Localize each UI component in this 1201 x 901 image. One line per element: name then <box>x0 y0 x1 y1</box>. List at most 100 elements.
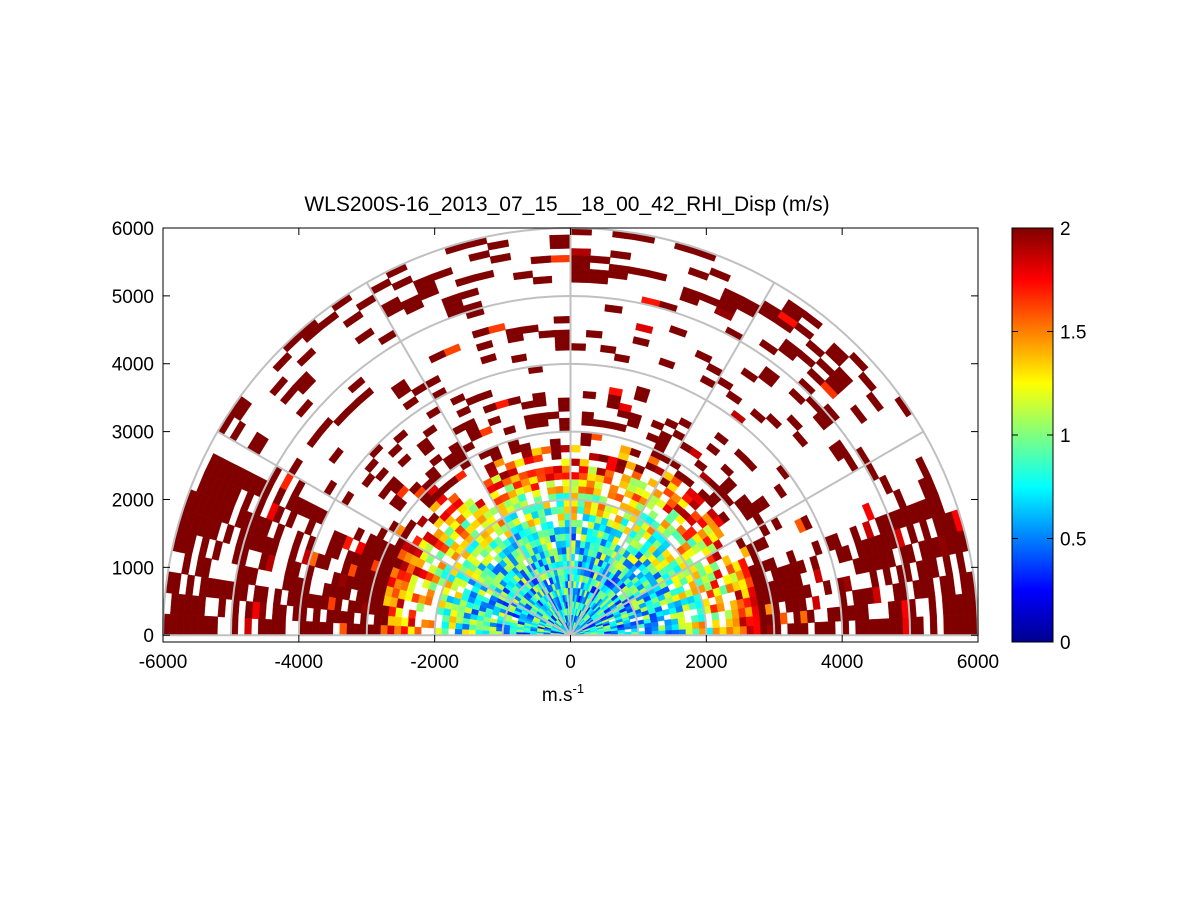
data-cell <box>600 344 617 354</box>
data-cell <box>515 629 524 633</box>
data-cell <box>802 584 813 599</box>
data-cell <box>589 268 610 278</box>
data-cell <box>829 342 850 362</box>
data-cell <box>554 485 564 494</box>
data-cell <box>570 248 592 256</box>
data-cell <box>645 432 660 444</box>
data-cell <box>849 525 862 544</box>
data-cell <box>773 483 788 499</box>
data-cell <box>326 609 335 624</box>
data-cell <box>671 623 680 631</box>
data-cell <box>468 619 477 626</box>
data-cell <box>561 472 571 480</box>
y-tick-label: 5000 <box>112 287 154 308</box>
data-cell <box>558 404 571 412</box>
data-cell <box>875 618 884 636</box>
data-cell <box>733 626 741 636</box>
data-cell <box>332 610 342 624</box>
data-cell <box>312 608 321 623</box>
data-cell <box>585 329 603 339</box>
data-cell <box>796 559 807 574</box>
data-cell <box>183 614 191 636</box>
data-cell <box>244 600 254 619</box>
data-cell <box>556 506 565 514</box>
data-cell <box>759 614 768 626</box>
data-cell <box>441 621 450 630</box>
data-cell <box>733 448 749 463</box>
data-cell <box>512 270 534 281</box>
data-cell <box>553 315 571 324</box>
data-cell <box>279 385 299 405</box>
data-cell <box>203 615 212 636</box>
data-cell <box>833 439 850 459</box>
data-cell <box>397 453 412 468</box>
data-cell <box>724 609 733 620</box>
data-cell <box>575 519 583 528</box>
data-cell <box>328 447 344 464</box>
data-cell <box>189 615 198 636</box>
angle-spoke <box>217 430 571 637</box>
data-cell <box>758 338 779 356</box>
data-cell <box>393 625 402 636</box>
data-cell <box>586 472 597 482</box>
data-cell <box>574 540 581 548</box>
data-cell <box>387 443 403 458</box>
data-cell <box>587 521 595 530</box>
data-cell <box>380 615 389 626</box>
data-cell <box>793 610 802 624</box>
data-cell <box>725 617 734 628</box>
data-cell <box>549 438 561 447</box>
data-cell <box>692 628 700 636</box>
data-cell <box>943 615 952 636</box>
data-cell <box>895 617 904 636</box>
data-cell <box>658 625 666 631</box>
data-cell <box>552 465 563 474</box>
chart-title: WLS200S-16_2013_07_15__18_00_42_RHI_Disp… <box>304 193 829 216</box>
data-cell <box>352 623 361 636</box>
data-cell <box>570 275 590 284</box>
y-tick-label: 4000 <box>112 355 154 376</box>
data-cell <box>454 274 476 287</box>
data-cell <box>868 618 877 636</box>
data-cell <box>312 621 320 636</box>
data-cell <box>468 624 477 631</box>
data-cell <box>722 287 744 303</box>
data-cell <box>800 622 809 636</box>
data-cell <box>580 533 587 542</box>
data-cell <box>712 627 721 636</box>
data-cell <box>720 463 735 478</box>
colorbar-tick-label: 2 <box>1060 219 1071 240</box>
data-cell <box>581 411 595 420</box>
data-cell <box>554 336 571 345</box>
data-cell <box>264 618 273 636</box>
data-cell <box>697 488 711 502</box>
data-cell <box>841 544 853 562</box>
data-cell <box>708 267 731 283</box>
data-cell <box>860 603 870 621</box>
data-cell <box>554 329 571 338</box>
data-cell <box>588 452 600 462</box>
data-cell <box>573 573 578 582</box>
data-cell <box>487 415 502 427</box>
data-cell <box>550 254 571 263</box>
data-cell <box>347 376 366 394</box>
data-cell <box>798 597 808 612</box>
data-cell <box>532 391 546 401</box>
x-tick-label: -4000 <box>275 652 324 673</box>
data-cell <box>272 351 293 373</box>
data-cell <box>390 378 408 394</box>
data-cell <box>929 615 938 636</box>
colorbar-tick-label: 1.5 <box>1060 323 1086 344</box>
data-cell <box>687 267 710 281</box>
data-cell <box>711 611 720 621</box>
data-cell <box>407 626 415 636</box>
data-cell <box>503 425 517 436</box>
data-cell <box>414 626 422 636</box>
data-cell <box>421 579 432 590</box>
data-cell <box>471 326 490 339</box>
data-cell <box>415 602 425 613</box>
data-cell <box>578 472 588 481</box>
data-cell <box>570 472 580 480</box>
data-cell <box>578 479 588 487</box>
